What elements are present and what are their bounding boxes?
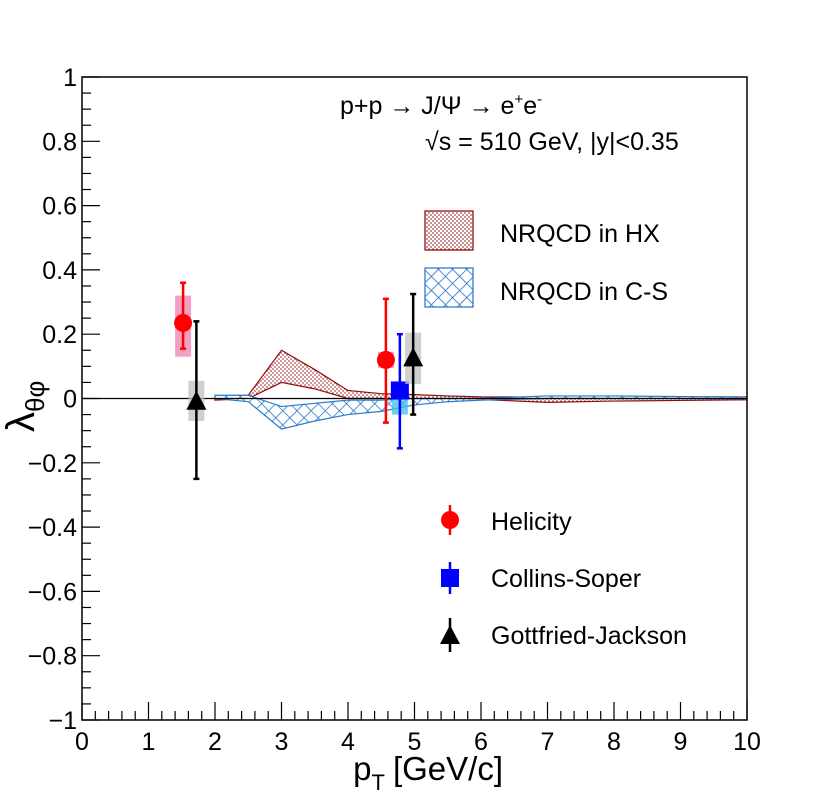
marker-gottfried-jackson [186, 390, 207, 410]
marker-helicity [376, 350, 395, 369]
x-tick-label: 4 [341, 728, 355, 756]
point-gottfried-jackson-2 [403, 292, 424, 416]
x-axis-title-p: p [353, 750, 371, 787]
legend-label-gottfried-jackson: Gottfried-Jackson [491, 622, 687, 650]
legend-label-hx: NRQCD in HX [500, 220, 660, 248]
x-tick-label: 3 [275, 728, 289, 756]
annotation-sup-plus: + [514, 91, 523, 108]
point-gottfried-jackson-1 [186, 320, 207, 481]
y-tick-label: 0.8 [42, 128, 77, 156]
axis-ticks: 0 1 2 3 4 5 6 7 8 9 10 −1 −0.8 −0.6 −0.4 −0.2 0 0.2 0.4 0.6… [28, 64, 761, 756]
legend-label-helicity: Helicity [491, 508, 572, 536]
x-tick-label: 2 [208, 728, 222, 756]
legend-marker-helicity [441, 505, 459, 535]
x-tick-label: 6 [474, 728, 488, 756]
point-helicity-2 [376, 297, 395, 424]
marker-helicity [174, 313, 193, 332]
legend-marker-collins-soper [441, 562, 459, 594]
legend-swatch-hx [424, 210, 474, 251]
y-tick-label: −0.8 [28, 643, 77, 671]
legend-swatch-cs [424, 267, 474, 308]
annotation-energy: √s = 510 GeV, |y|<0.35 [425, 128, 679, 156]
marker-gottfried-jackson [403, 347, 424, 367]
y-tick-label: −0.6 [28, 578, 77, 606]
x-tick-label: 9 [674, 728, 688, 756]
y-tick-label: −1 [48, 707, 77, 735]
y-tick-label: 0.2 [42, 321, 77, 349]
x-axis-title: pT [GeV/c] [353, 750, 503, 795]
x-axis-title-sub: T [372, 770, 385, 795]
data-points [174, 281, 424, 481]
y-tick-label: 0.6 [42, 193, 77, 221]
x-axis-title-units: [GeV/c] [393, 750, 503, 787]
x-tick-label: 0 [75, 728, 89, 756]
x-tick-label: 8 [607, 728, 621, 756]
y-axis-title-sub: θφ [20, 381, 50, 412]
annotation-sup-minus: - [537, 91, 542, 108]
legend-label-collins-soper: Collins-Soper [491, 565, 641, 593]
band-nrqcd-hx [214, 349, 748, 403]
legend-label-cs: NRQCD in C-S [500, 278, 668, 306]
annotation-e: e [523, 92, 537, 120]
y-axis-title: λθφ [0, 381, 50, 432]
marker-collins-soper [390, 381, 409, 400]
x-tick-label: 1 [142, 728, 156, 756]
legend-marker-gottfried-jackson [440, 618, 460, 652]
y-tick-label: 0 [63, 386, 77, 414]
point-helicity-1 [174, 281, 193, 357]
x-tick-label: 7 [541, 728, 555, 756]
y-tick-label: −0.4 [28, 514, 77, 542]
point-collins-soper-1 [390, 332, 409, 450]
y-axis-title-lambda: λ [0, 412, 43, 432]
annotation-process-main: p+p → J/Ψ → e [340, 92, 514, 120]
nrqcd-bands [214, 349, 748, 430]
y-tick-label: 1 [63, 64, 77, 92]
x-tick-label: 10 [733, 728, 761, 756]
annotation-process: p+p → J/Ψ → e+e- [340, 91, 542, 120]
x-tick-label: 5 [408, 728, 422, 756]
y-tick-label: −0.2 [28, 450, 77, 478]
y-tick-label: 0.4 [42, 257, 77, 285]
